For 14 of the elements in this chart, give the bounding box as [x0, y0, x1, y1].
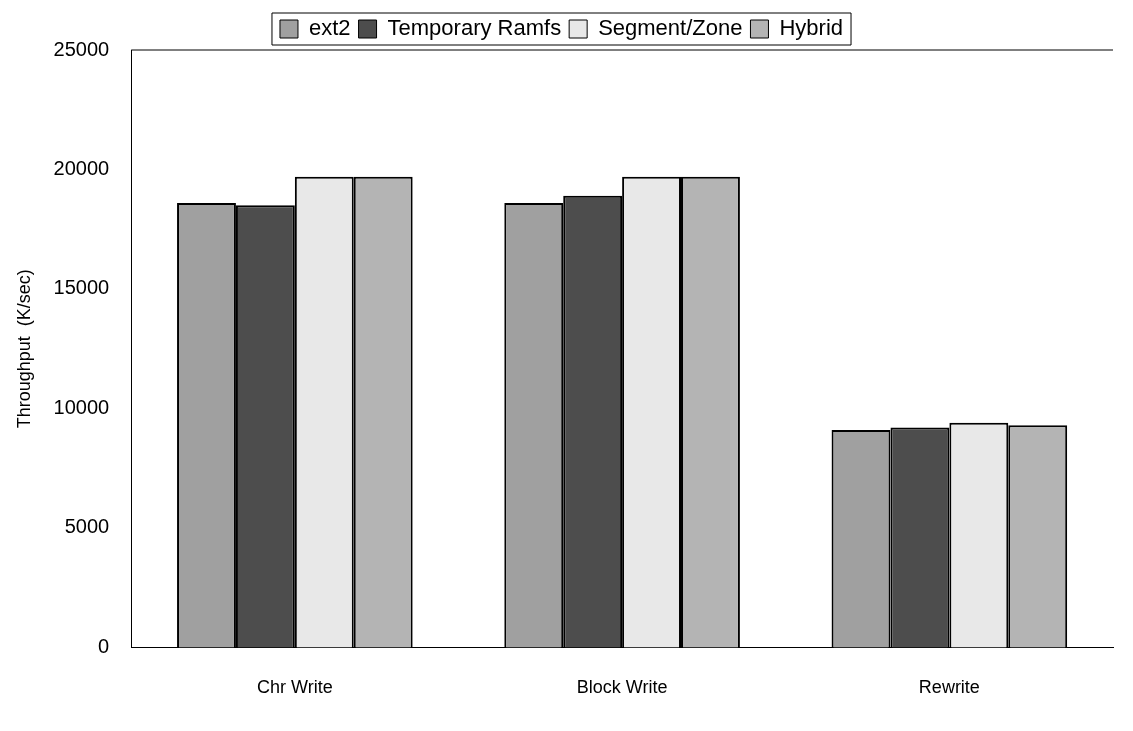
x-tick-label: Rewrite — [918, 677, 980, 698]
y-tick-label: 15000 — [53, 276, 110, 299]
x-tick-label: Chr Write — [257, 677, 333, 698]
y-tick-label: 10000 — [53, 395, 110, 418]
legend-label: Hybrid — [779, 15, 844, 41]
legend-label: Segment/Zone — [598, 15, 743, 41]
legend-label: ext2 — [308, 15, 351, 41]
y-tick-label: 20000 — [53, 157, 110, 179]
y-tick-label: 5000 — [64, 515, 110, 538]
x-tick-label: Block Write — [576, 677, 668, 698]
y-tick-label: 0 — [98, 634, 110, 657]
y-tick-label: 25000 — [53, 37, 110, 60]
legend-label: Temporary Ramfs — [387, 15, 562, 41]
y-axis-title: Throughput (K/sec) — [13, 269, 34, 429]
